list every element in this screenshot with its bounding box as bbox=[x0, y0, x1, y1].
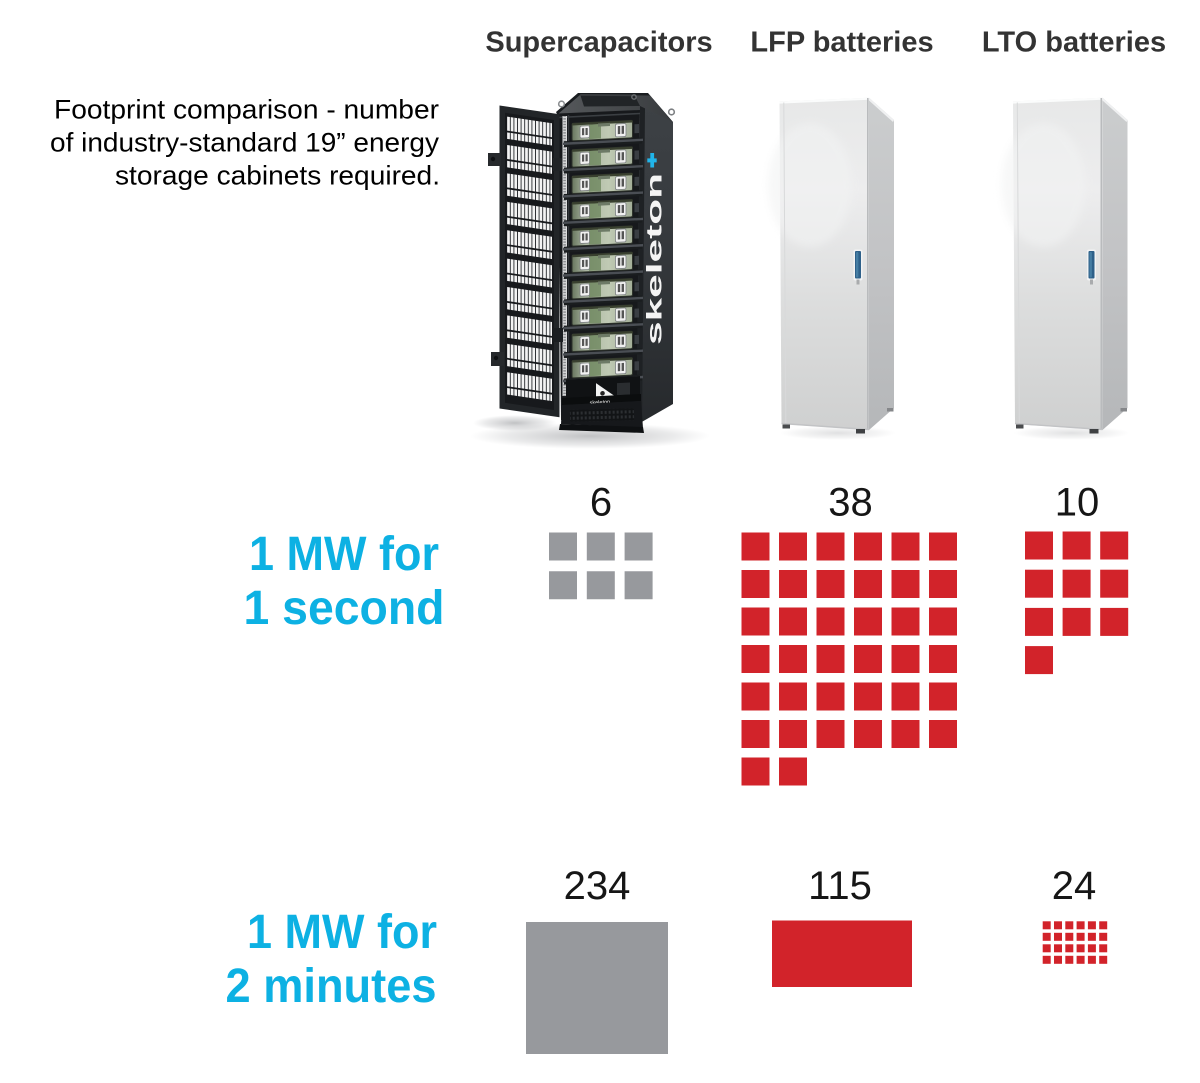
svg-text:Footprint comparison - number: Footprint comparison - number bbox=[54, 95, 439, 125]
svg-text:LTO batteries: LTO batteries bbox=[982, 27, 1166, 59]
svg-text:38: 38 bbox=[828, 481, 873, 525]
svg-text:2 minutes: 2 minutes bbox=[226, 959, 437, 1013]
svg-text:10: 10 bbox=[1055, 481, 1100, 525]
svg-text:234: 234 bbox=[564, 864, 631, 908]
svg-text:115: 115 bbox=[808, 864, 872, 908]
svg-text:LFP batteries: LFP batteries bbox=[750, 27, 933, 59]
svg-text:skeleton: skeleton bbox=[644, 173, 667, 345]
svg-text:skeleton: skeleton bbox=[590, 400, 611, 407]
svg-text:1 MW for: 1 MW for bbox=[249, 527, 439, 581]
svg-text:6: 6 bbox=[590, 481, 612, 525]
svg-text:storage cabinets required.: storage cabinets required. bbox=[115, 161, 440, 191]
svg-text:24: 24 bbox=[1052, 864, 1097, 908]
svg-text:1 second: 1 second bbox=[244, 581, 445, 635]
svg-text:1 MW for: 1 MW for bbox=[247, 905, 437, 959]
svg-text:Supercapacitors: Supercapacitors bbox=[485, 27, 712, 59]
svg-text:of industry-standard 19” energ: of industry-standard 19” energy bbox=[50, 128, 440, 158]
